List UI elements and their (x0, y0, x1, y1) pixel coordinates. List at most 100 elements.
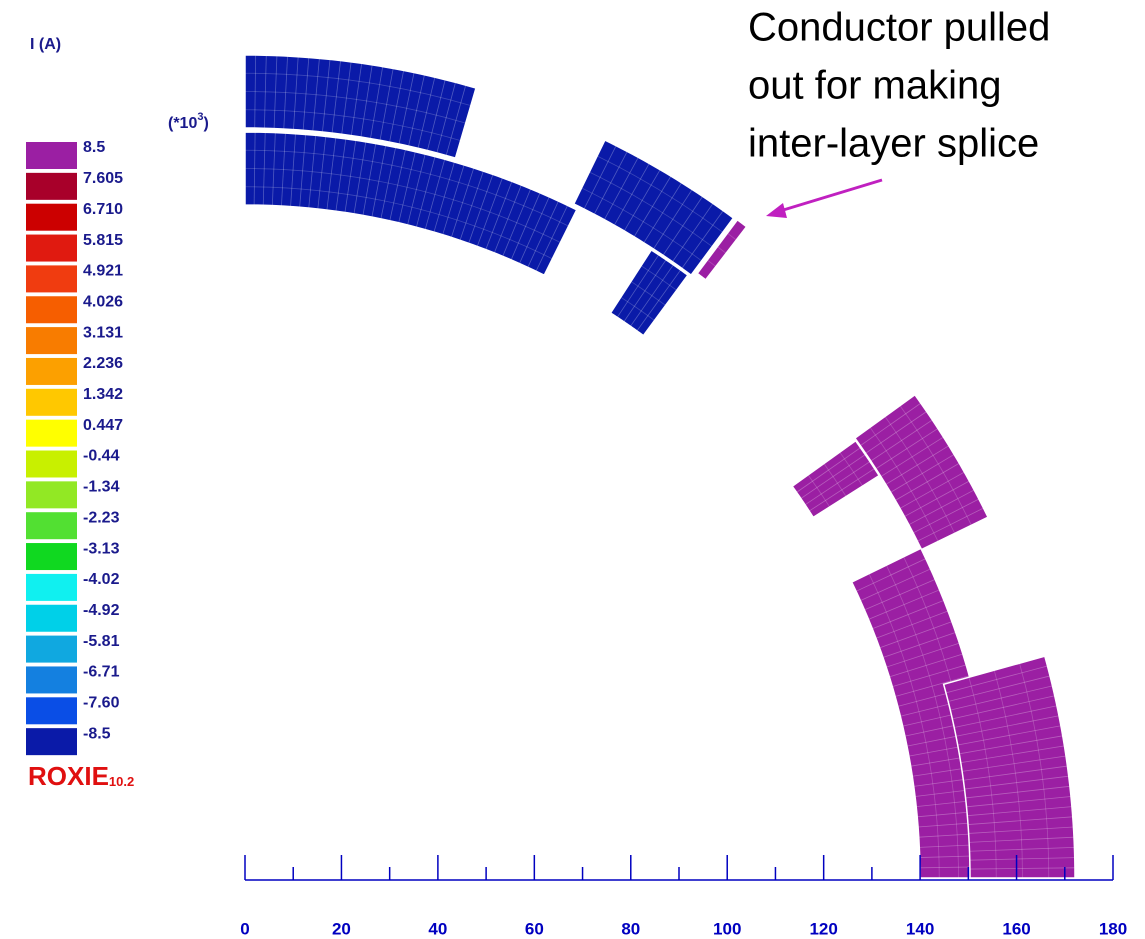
conductor-edge (459, 170, 484, 241)
conductor-edge (623, 259, 667, 322)
conductor-edge (583, 145, 617, 210)
conductor-edge (800, 454, 866, 499)
colorbar-swatch (26, 327, 77, 355)
conductor-edge (967, 816, 1073, 825)
conductor-edge (371, 145, 387, 218)
strand-edge (630, 281, 666, 306)
annotation-arrow (766, 178, 883, 218)
logo: ROXIE10.2 (28, 761, 134, 791)
conductor-edge (262, 132, 266, 206)
colorbar-swatch (26, 728, 77, 756)
strand-edge (589, 171, 713, 247)
conductor-edge (445, 85, 467, 156)
conductor-edge (681, 210, 724, 269)
arrow-shaft (779, 178, 883, 213)
conductor-edge (271, 132, 276, 206)
colorbar-label: -8.5 (83, 725, 111, 742)
conductor-edge (293, 56, 299, 130)
conductor-edge (253, 132, 256, 206)
logo-version: 10.2 (109, 774, 134, 789)
conductor-edge (326, 137, 337, 211)
conductor-edge (389, 70, 405, 143)
conductor-edge (879, 621, 953, 649)
colorbar-label: 5.815 (83, 232, 123, 249)
conductor-edge (899, 471, 965, 509)
conductor-edge (636, 269, 681, 332)
conductor-edge (379, 68, 394, 141)
colorbar-swatch (26, 635, 77, 663)
conductor-edge (398, 151, 416, 223)
conductor-edge (603, 157, 639, 220)
colorbar-label: 8.5 (83, 139, 105, 156)
colorbar-swatch (26, 512, 77, 540)
conductor-edge (950, 685, 1053, 711)
conductor-edge (308, 135, 317, 209)
coil-block (791, 439, 881, 519)
x-tick-label: 60 (525, 919, 544, 938)
strand-edge (717, 246, 727, 254)
x-tick-label: 0 (240, 919, 249, 938)
x-tick-label: 120 (809, 919, 837, 938)
conductor-edge (860, 402, 922, 447)
conductor-edge (415, 156, 436, 228)
colorbar-swatch (26, 388, 77, 416)
conductor-edge (370, 66, 384, 139)
conductor-edge (966, 796, 1072, 808)
x-tick-label: 140 (906, 919, 934, 938)
conductor-edge (870, 419, 933, 462)
colorbar-label: 4.921 (83, 263, 123, 280)
conductor-edge (302, 57, 310, 131)
conductor-edge (959, 735, 1063, 755)
conductor-edge (273, 55, 278, 129)
conductor-edge (962, 755, 1067, 772)
conductor-edge (502, 188, 532, 257)
conductor-edge (427, 79, 446, 151)
annotation-line: inter-layer splice (748, 122, 1039, 166)
conductor-edge (341, 61, 352, 135)
conductor-edge (451, 167, 475, 238)
conductor-edge (892, 664, 967, 688)
conductor-edge (493, 184, 522, 254)
conductor-edge (864, 578, 936, 611)
conductor-edge (616, 254, 660, 318)
conductor-edge (808, 468, 875, 512)
conductor-edge (344, 140, 357, 213)
strand-edge (596, 155, 724, 233)
conductor-edge (360, 64, 373, 138)
conductor-edge (662, 196, 703, 256)
strand-edge (968, 677, 997, 879)
conductor-edge (796, 447, 861, 493)
strand-edge (244, 149, 569, 227)
conductor-edge (417, 77, 436, 149)
strand-edge (620, 296, 655, 321)
conductor-edge (875, 428, 939, 470)
conductor-edge (957, 725, 1061, 746)
colorbar-label: 6.710 (83, 201, 123, 218)
conductor-edge (963, 765, 1068, 781)
x-tick-label: 160 (1002, 919, 1030, 938)
conductor-edge (335, 138, 347, 212)
colorbar-label: -2.23 (83, 509, 120, 526)
conductor-edge (281, 133, 286, 207)
conductor-edge (860, 568, 931, 601)
conductor-edge (868, 589, 940, 620)
colorbar-swatch (26, 419, 77, 447)
conductor-edge (948, 675, 1051, 702)
coil-block (572, 139, 735, 277)
strand-edge (244, 91, 466, 124)
strand-edge (823, 463, 847, 497)
strand-edge (993, 670, 1023, 879)
conductor-edge (969, 857, 1075, 861)
strand-edge (244, 109, 461, 142)
colorbar-swatch (26, 543, 77, 571)
conductor-edge (968, 826, 1074, 834)
conductor-edge (468, 174, 494, 244)
conductor-edge (380, 147, 396, 219)
colorbar-swatch (26, 697, 77, 725)
scale-close: ) (203, 115, 208, 132)
coil-blocks (244, 54, 1076, 879)
conductor-edge (945, 665, 1048, 694)
coil-block (609, 248, 689, 337)
colorbar-label: -4.92 (83, 602, 120, 619)
colorbar-label: 2.236 (83, 355, 123, 372)
